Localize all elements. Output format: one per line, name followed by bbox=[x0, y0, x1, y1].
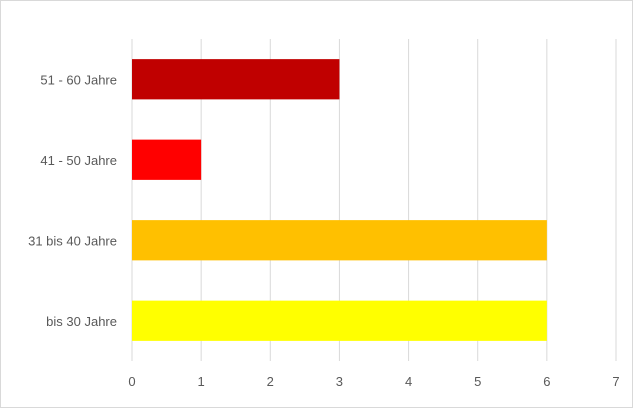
category-label: 31 bis 40 Jahre bbox=[28, 233, 117, 248]
bar bbox=[132, 300, 547, 341]
x-tick-label: 6 bbox=[543, 374, 550, 389]
bar bbox=[132, 220, 547, 261]
x-tick-labels: 0 1 2 3 4 5 6 7 bbox=[128, 374, 619, 389]
category-label: bis 30 Jahre bbox=[46, 314, 117, 329]
bar bbox=[132, 59, 340, 100]
bar bbox=[132, 139, 202, 180]
category-label: 51 - 60 Jahre bbox=[40, 72, 117, 87]
category-label: 41 - 50 Jahre bbox=[40, 153, 117, 168]
x-tick-label: 7 bbox=[612, 374, 619, 389]
x-tick-label: 5 bbox=[474, 374, 481, 389]
x-tick-label: 1 bbox=[198, 374, 205, 389]
x-tick-label: 2 bbox=[267, 374, 274, 389]
category-labels: 51 - 60 Jahre 41 - 50 Jahre 31 bis 40 Jahr… bbox=[28, 72, 117, 329]
x-tick-label: 3 bbox=[336, 374, 343, 389]
bars bbox=[132, 59, 547, 341]
x-tick-label: 0 bbox=[128, 374, 135, 389]
x-tick-label: 4 bbox=[405, 374, 412, 389]
